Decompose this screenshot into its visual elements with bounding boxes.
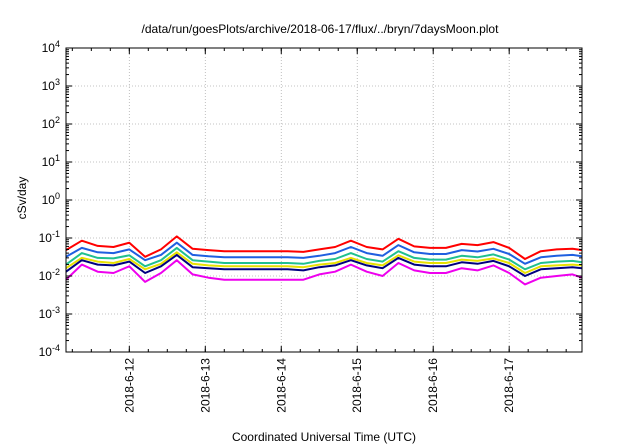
grid-lines — [66, 48, 582, 352]
series-line-2 — [65, 241, 583, 265]
y-tick-label: 104 — [42, 39, 60, 55]
y-tick-label: 100 — [42, 191, 60, 207]
series-line-6 — [65, 259, 583, 286]
y-tick-label: 101 — [42, 153, 60, 169]
series-line-5 — [65, 253, 583, 277]
x-tick-label: 2018-6-17 — [502, 358, 516, 413]
x-tick-label: 2018-6-16 — [426, 358, 440, 413]
y-tick-label: 10-4 — [39, 343, 60, 359]
series-lines — [65, 235, 583, 286]
y-tick-label: 10-2 — [39, 267, 60, 283]
y-axis-label: cSv/day — [15, 176, 29, 220]
x-axis-label: Coordinated Universal Time (UTC) — [231, 430, 417, 444]
y-tick-label: 10-3 — [39, 305, 60, 321]
x-tick-label: 2018-6-13 — [198, 358, 212, 413]
y-tick-label: 102 — [42, 115, 60, 131]
x-tick-label: 2018-6-15 — [350, 358, 364, 413]
y-tick-label: 103 — [42, 77, 60, 93]
series-line-1 — [65, 235, 583, 260]
y-tick-label: 10-1 — [39, 229, 60, 245]
x-tick-label: 2018-6-14 — [274, 358, 288, 413]
axis-ticks — [66, 47, 582, 353]
y-tick-labels: 10-4 10-3 10-2 10-1 100 101 102 103 104 — [39, 39, 60, 359]
series-line-4 — [65, 251, 583, 274]
x-tick-label: 2018-6-12 — [122, 358, 136, 413]
chart-title: /data/run/goesPlots/archive/2018-06-17/f… — [141, 22, 499, 36]
x-tick-labels: 2018-6-12 2018-6-13 2018-6-14 2018-6-15 2018… — [122, 358, 516, 413]
series-line-3 — [65, 246, 583, 271]
